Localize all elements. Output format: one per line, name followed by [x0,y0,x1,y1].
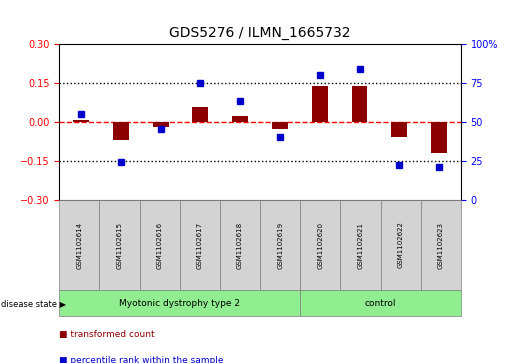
Bar [391,122,407,137]
Text: GSM1102618: GSM1102618 [237,221,243,269]
Bar [272,122,288,129]
Bar [113,122,129,140]
Text: ■ percentile rank within the sample: ■ percentile rank within the sample [59,356,224,363]
Bar [193,107,209,122]
Text: GSM1102621: GSM1102621 [357,221,364,269]
Text: GSM1102620: GSM1102620 [317,221,323,269]
Bar [312,86,328,122]
Bar [352,86,368,122]
Bar [431,122,447,153]
Text: ■ transformed count: ■ transformed count [59,330,155,339]
Text: GSM1102616: GSM1102616 [157,221,163,269]
Text: GSM1102614: GSM1102614 [76,221,82,269]
Text: GSM1102622: GSM1102622 [398,221,404,269]
Text: GSM1102615: GSM1102615 [116,221,123,269]
Bar [232,117,248,122]
Text: GSM1102617: GSM1102617 [197,221,203,269]
Text: disease state ▶: disease state ▶ [1,299,66,307]
Text: control: control [365,299,397,307]
Bar [152,122,168,127]
Text: GSM1102623: GSM1102623 [438,221,444,269]
Text: GSM1102619: GSM1102619 [277,221,283,269]
Bar [73,120,89,122]
Text: Myotonic dystrophy type 2: Myotonic dystrophy type 2 [119,299,240,307]
Title: GDS5276 / ILMN_1665732: GDS5276 / ILMN_1665732 [169,26,351,40]
